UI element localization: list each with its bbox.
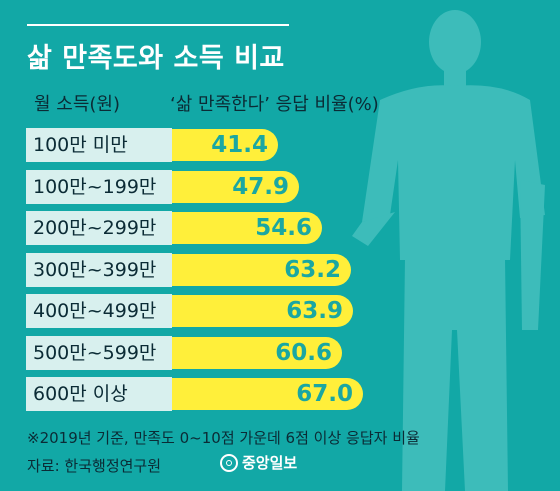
bar	[172, 254, 351, 286]
value-label: 60.6	[275, 340, 332, 366]
bar	[172, 212, 322, 244]
source-text: 자료: 한국행정연구원	[27, 457, 162, 475]
value-label: 47.9	[232, 174, 289, 200]
category-label: 100만 미만	[26, 128, 172, 162]
title-rule	[27, 24, 289, 26]
value-label: 54.6	[255, 215, 312, 241]
category-label: 200만~299만	[26, 211, 172, 245]
ratio-axis-label: ‘삶 만족한다’ 응답 비율(%)	[170, 94, 379, 115]
bar	[172, 129, 278, 161]
joongang-logo-icon	[220, 453, 238, 472]
bar	[172, 295, 353, 327]
value-label: 67.0	[296, 381, 353, 407]
category-label: 600만 이상	[26, 377, 172, 411]
category-label: 400만~499만	[26, 294, 172, 328]
bar	[172, 337, 342, 369]
bar	[172, 378, 363, 410]
value-label: 41.4	[211, 132, 268, 158]
category-label: 300만~399만	[26, 253, 172, 287]
chart-title: 삶 만족도와 소득 비교	[27, 43, 285, 74]
brand-logo: 중앙일보	[220, 452, 297, 473]
value-label: 63.9	[286, 298, 343, 324]
category-label: 500만~599만	[26, 336, 172, 370]
value-label: 63.2	[284, 257, 341, 283]
bar	[172, 171, 299, 203]
footnote: ※2019년 기준, 만족도 0~10점 가운데 6점 이상 응답자 비율	[27, 429, 420, 447]
category-label: 100만~199만	[26, 170, 172, 204]
brand-name: 중앙일보	[242, 454, 298, 472]
income-axis-label: 월 소득(원)	[34, 94, 121, 115]
